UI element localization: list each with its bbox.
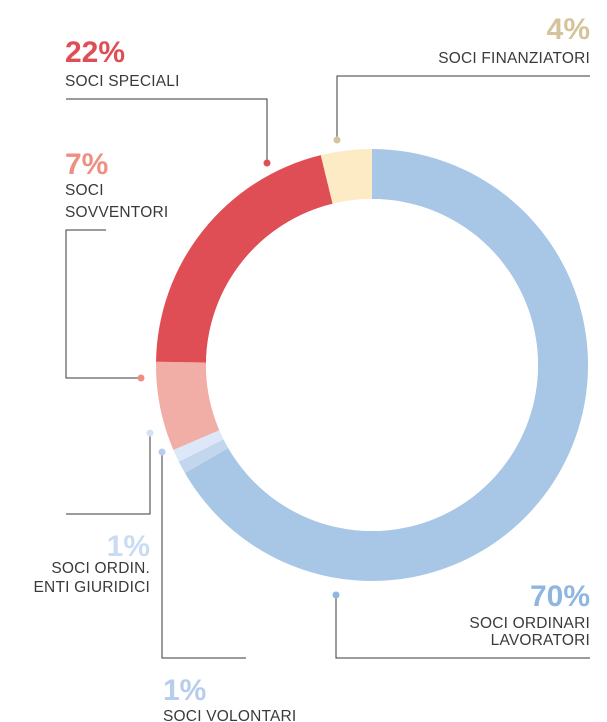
- leader-dot-soci-finanziatori: [333, 136, 341, 144]
- leader-lines: [65, 75, 590, 659]
- slice-soci-ordin-enti-giuridici: [173, 430, 224, 462]
- slice-soci-sovventori: [156, 361, 220, 450]
- leader-line-soci-ordin-enti-giuridici: [66, 433, 151, 515]
- leader-dot-soci-volontari: [158, 448, 166, 456]
- percent-label-soci-speciali: 22%: [65, 36, 125, 69]
- donut-slices: [156, 149, 588, 581]
- slice-soci-volontari: [178, 439, 229, 473]
- category-label-soci-finanziatori-line-1: SOCI FINANZIATORI: [438, 50, 590, 67]
- leader-dot-soci-ordinari-lavoratori: [332, 591, 340, 599]
- percent-label-soci-ordinari-lavoratori: 70%: [530, 580, 590, 613]
- category-label-soci-speciali-line-1: SOCI SPECIALI: [65, 73, 180, 90]
- category-label-soci-sovventori-line-2: SOVVENTORI: [65, 204, 168, 221]
- donut-hole: [206, 199, 538, 531]
- category-label-soci-volontari-line-1: SOCI VOLONTARI: [163, 708, 296, 722]
- leader-line-soci-speciali: [66, 98, 268, 163]
- category-label-soci-ordinari-lavoratori-line-1: SOCI ORDINARI: [469, 615, 590, 632]
- leader-dot-soci-speciali: [263, 159, 271, 167]
- category-label-soci-ordin-enti-giuridici-line-2: ENTI GIURIDICI: [34, 579, 150, 596]
- category-label-soci-ordin-enti-giuridici-line-1: SOCI ORDIN.: [51, 560, 150, 577]
- percent-label-soci-ordin-enti-giuridici: 1%: [107, 530, 150, 563]
- leader-line-soci-sovventori: [65, 229, 141, 379]
- leader-dot-soci-ordin-enti-giuridici: [146, 429, 154, 437]
- leader-line-soci-finanziatori: [336, 75, 590, 140]
- slice-soci-finanziatori: [320, 149, 372, 204]
- percent-label-soci-finanziatori: 4%: [547, 13, 590, 46]
- leader-line-soci-volontari: [161, 452, 246, 659]
- leader-dot-soci-sovventori: [137, 374, 145, 382]
- category-label-soci-sovventori-line-1: SOCI: [65, 182, 104, 199]
- percent-label-soci-volontari: 1%: [163, 674, 206, 707]
- slice-soci-speciali: [156, 155, 333, 363]
- category-label-soci-ordinari-lavoratori-line-2: LAVORATORI: [491, 632, 590, 649]
- leader-line-soci-ordinari-lavoratori: [335, 595, 590, 659]
- percent-label-soci-sovventori: 7%: [65, 148, 108, 181]
